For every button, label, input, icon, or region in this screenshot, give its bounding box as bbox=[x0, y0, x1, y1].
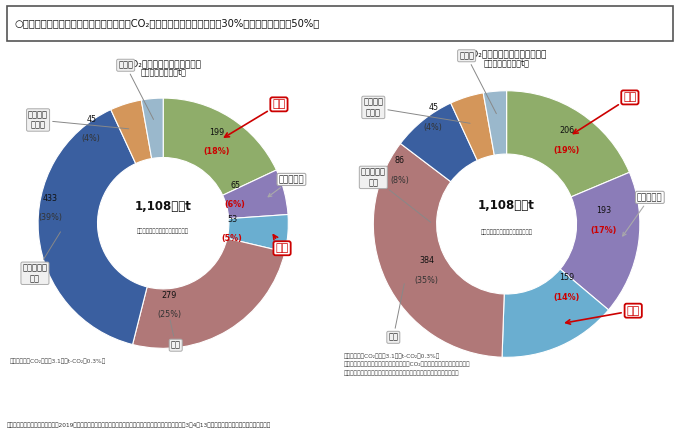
Wedge shape bbox=[483, 91, 507, 155]
Wedge shape bbox=[507, 91, 630, 197]
Wedge shape bbox=[560, 172, 640, 310]
Text: 159: 159 bbox=[559, 273, 574, 282]
Text: 53: 53 bbox=[227, 215, 237, 224]
Wedge shape bbox=[401, 103, 477, 182]
Text: 家庭: 家庭 bbox=[273, 235, 289, 253]
Text: 1,108百万t: 1,108百万t bbox=[135, 200, 192, 212]
Text: （エネルギー・非エネルギー含む）: （エネルギー・非エネルギー含む） bbox=[481, 230, 532, 235]
Text: 45: 45 bbox=[86, 115, 97, 124]
Text: 家庭: 家庭 bbox=[566, 306, 640, 324]
Wedge shape bbox=[163, 98, 277, 195]
Text: 工業プロ
セス等: 工業プロ セス等 bbox=[363, 98, 470, 123]
Text: CO₂の排出量（生産ベース）: CO₂の排出量（生産ベース） bbox=[125, 59, 201, 68]
Wedge shape bbox=[133, 238, 285, 348]
Text: 45: 45 bbox=[428, 103, 439, 112]
Text: (6%): (6%) bbox=[224, 200, 245, 209]
Text: (14%): (14%) bbox=[554, 293, 580, 302]
Text: その他（関接CO₂等）：3.1百万t-CO₂（0.3%）: その他（関接CO₂等）：3.1百万t-CO₂（0.3%） bbox=[10, 358, 106, 364]
Text: (25%): (25%) bbox=[157, 310, 182, 319]
Wedge shape bbox=[111, 100, 152, 163]
Text: 279: 279 bbox=[162, 291, 177, 300]
Text: 運輸: 運輸 bbox=[224, 99, 286, 137]
Wedge shape bbox=[373, 144, 504, 357]
Text: (5%): (5%) bbox=[222, 234, 243, 243]
Wedge shape bbox=[222, 170, 288, 218]
Text: ○国土交通省に関連する運輸・民生部門のCO₂排出量は、生産ベースで約30%、消費ベースで約50%。: ○国土交通省に関連する運輸・民生部門のCO₂排出量は、生産ベースで約30%、消費… bbox=[15, 18, 320, 29]
Text: 部門別内訳［百万t］: 部門別内訳［百万t］ bbox=[140, 68, 186, 77]
Text: (18%): (18%) bbox=[203, 147, 230, 156]
Text: に応じて各最終消費部門及びエネルギー転換部門の消費者に配分した値。: に応じて各最終消費部門及びエネルギー転換部門の消費者に配分した値。 bbox=[343, 370, 459, 376]
Text: (8%): (8%) bbox=[390, 176, 409, 185]
Text: （エネルギー・非エネルギー含む）: （エネルギー・非エネルギー含む） bbox=[137, 228, 189, 234]
Text: (4%): (4%) bbox=[424, 123, 443, 132]
Text: エネルギー
転換: エネルギー 転換 bbox=[22, 232, 61, 283]
Text: (35%): (35%) bbox=[415, 276, 439, 285]
Text: 433: 433 bbox=[43, 194, 58, 203]
Text: 資料：環境省・国立環境研究所「2019年度（令和元年度）の温室効果ガス排出量（確報値）について」（令和3年4月13日）をもとに国土交通省総合政策局作成: 資料：環境省・国立環境研究所「2019年度（令和元年度）の温室効果ガス排出量（確… bbox=[7, 422, 271, 428]
Text: (19%): (19%) bbox=[554, 146, 580, 155]
Text: 業務その他: 業務その他 bbox=[623, 193, 663, 236]
Text: 65: 65 bbox=[230, 181, 240, 190]
Text: 1,108百万t: 1,108百万t bbox=[478, 199, 535, 212]
Text: 86: 86 bbox=[395, 157, 405, 166]
Text: ＊発電及び熱発生に伴うエネルギー起源のCO₂排出量を、電力及び熱の消費量: ＊発電及び熱発生に伴うエネルギー起源のCO₂排出量を、電力及び熱の消費量 bbox=[343, 362, 470, 367]
Text: 業務その他: 業務その他 bbox=[268, 175, 304, 197]
Wedge shape bbox=[227, 215, 288, 252]
Wedge shape bbox=[502, 269, 609, 357]
Text: 廃棄物: 廃棄物 bbox=[118, 61, 154, 120]
Text: 384: 384 bbox=[419, 256, 434, 265]
Text: 206: 206 bbox=[559, 126, 574, 135]
Text: 部門別内訳［百万t］: 部門別内訳［百万t］ bbox=[483, 59, 530, 68]
Text: 廃棄物: 廃棄物 bbox=[459, 51, 496, 114]
Text: 199: 199 bbox=[209, 128, 224, 137]
Wedge shape bbox=[141, 98, 163, 159]
Text: 運輸: 運輸 bbox=[573, 92, 636, 134]
Text: その他（関接CO₂等）：3.1百万t-CO₂（0.3%）: その他（関接CO₂等）：3.1百万t-CO₂（0.3%） bbox=[343, 353, 439, 359]
Text: 工業プロ
セス等: 工業プロ セス等 bbox=[28, 110, 129, 130]
Wedge shape bbox=[451, 93, 494, 160]
Text: (4%): (4%) bbox=[82, 135, 101, 143]
Text: 193: 193 bbox=[596, 206, 611, 215]
Text: 産業: 産業 bbox=[170, 320, 181, 350]
Text: (39%): (39%) bbox=[39, 212, 63, 221]
Wedge shape bbox=[38, 110, 147, 344]
Text: エネルギー
転換: エネルギー 転換 bbox=[361, 168, 430, 222]
Text: 産業: 産業 bbox=[388, 284, 405, 342]
Text: CO₂の排出量（消費ベース）＊: CO₂の排出量（消費ベース）＊ bbox=[466, 49, 547, 58]
Text: (17%): (17%) bbox=[590, 226, 616, 235]
